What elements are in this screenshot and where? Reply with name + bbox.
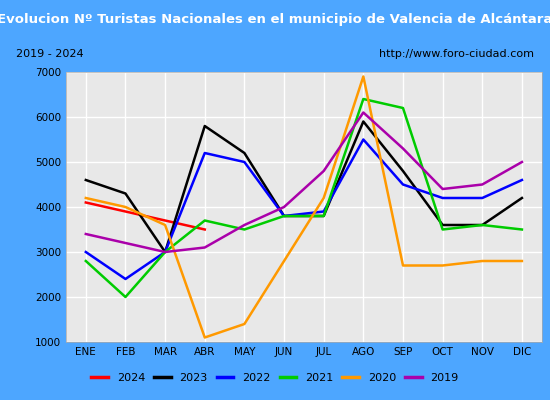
Text: Evolucion Nº Turistas Nacionales en el municipio de Valencia de Alcántara: Evolucion Nº Turistas Nacionales en el m…	[0, 14, 550, 26]
Legend: 2024, 2023, 2022, 2021, 2020, 2019: 2024, 2023, 2022, 2021, 2020, 2019	[87, 368, 463, 388]
Text: http://www.foro-ciudad.com: http://www.foro-ciudad.com	[379, 49, 534, 59]
Text: 2019 - 2024: 2019 - 2024	[16, 49, 84, 59]
